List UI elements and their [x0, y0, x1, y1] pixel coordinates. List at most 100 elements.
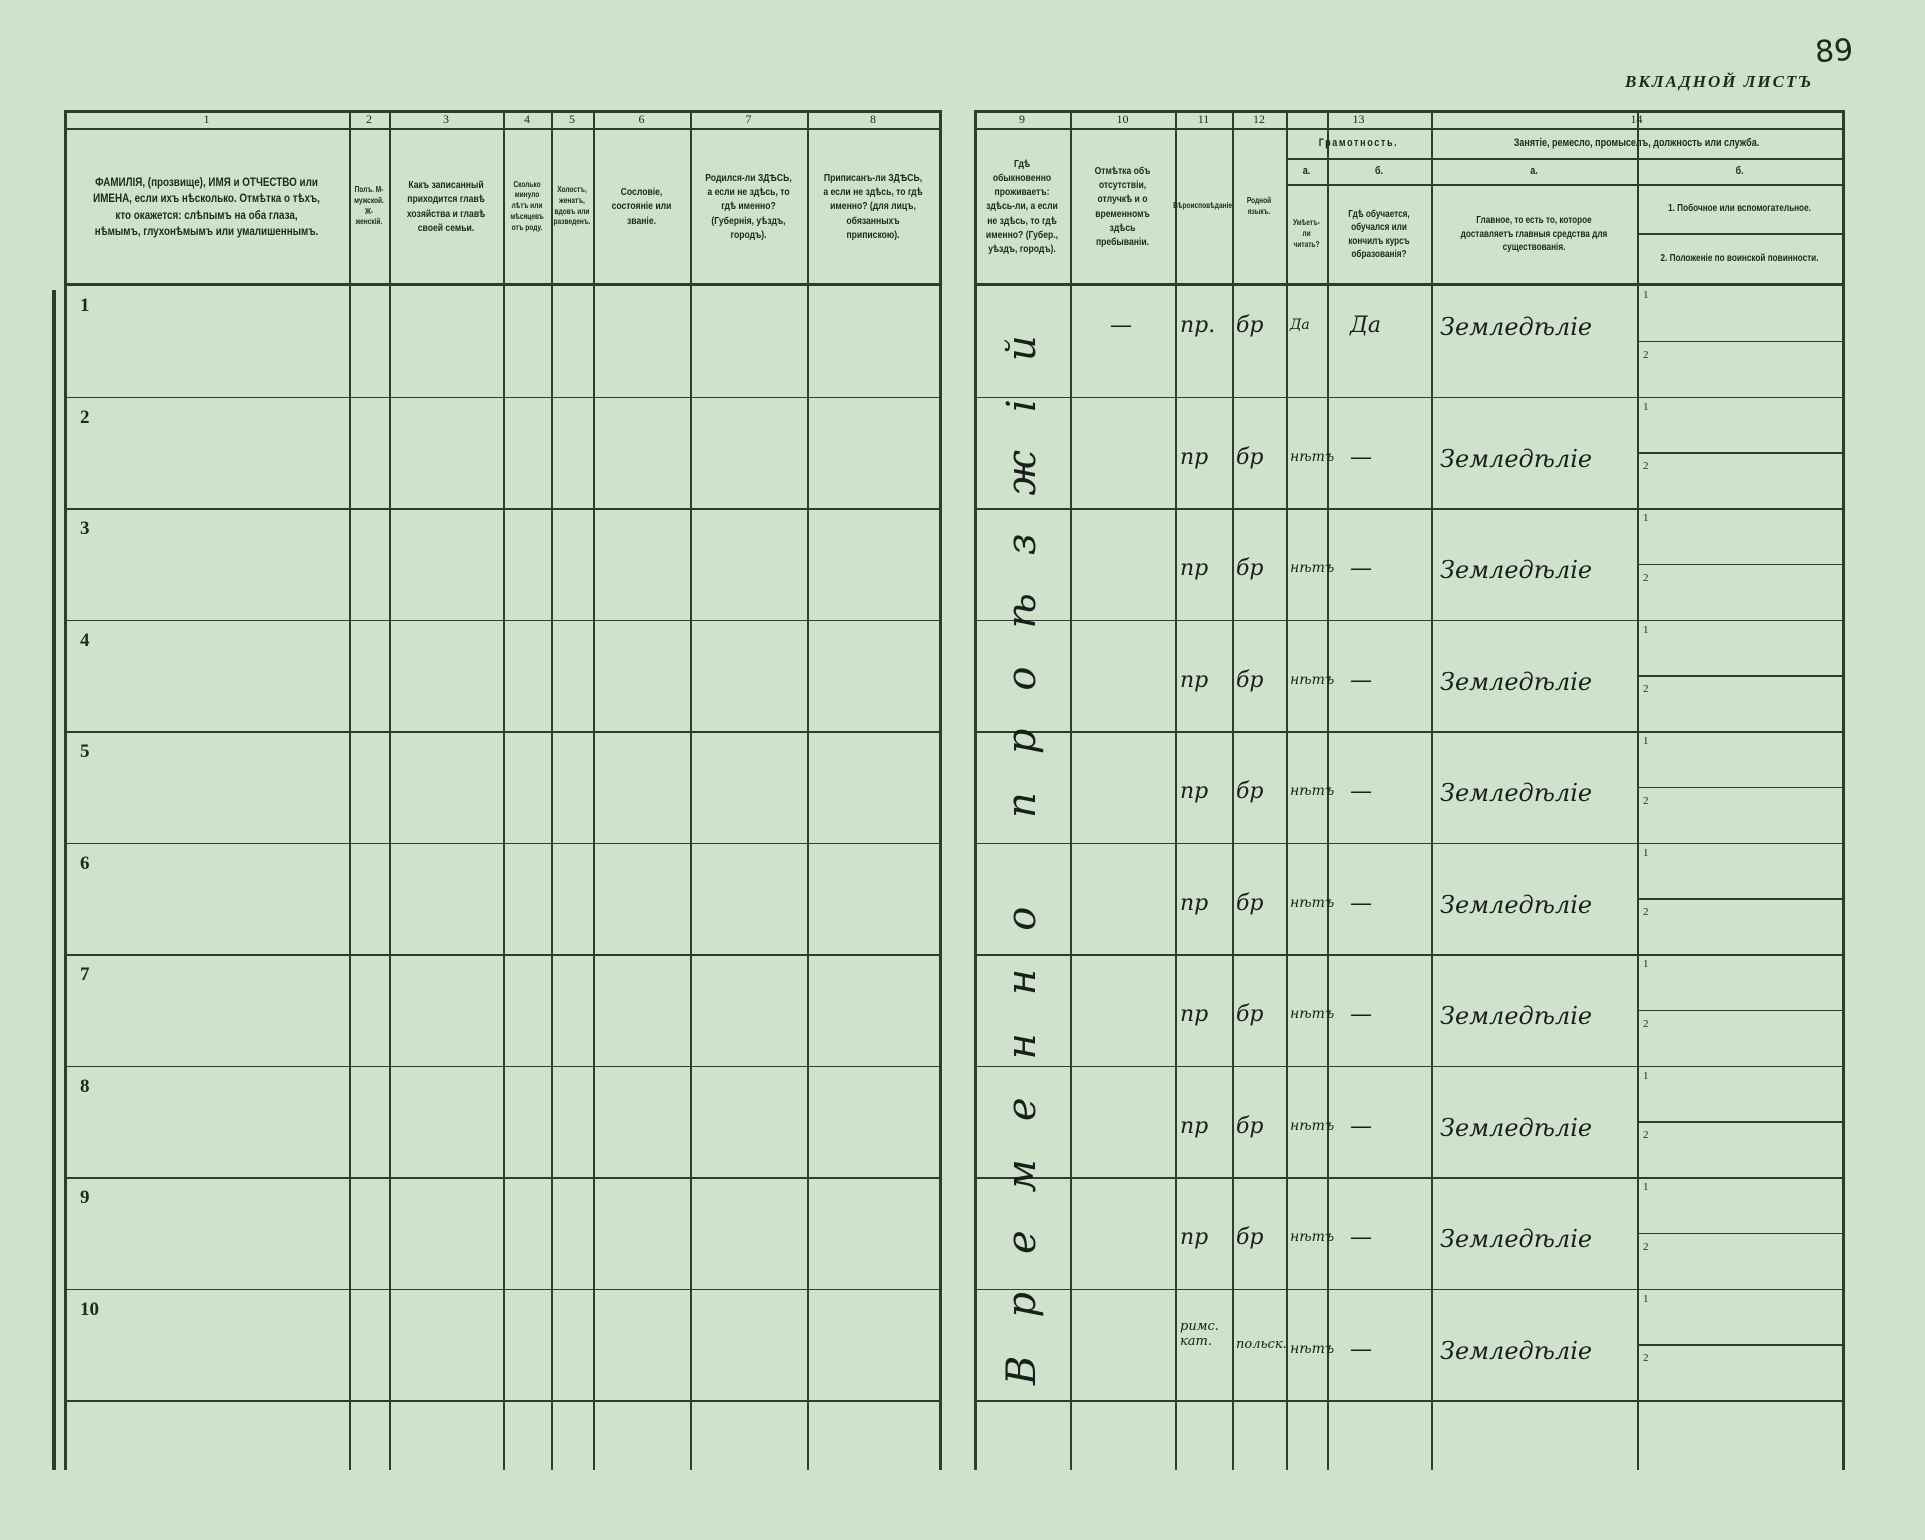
language-value: польск. [1236, 1336, 1287, 1352]
literacy-b-value: Да [1350, 313, 1382, 338]
sub-row-2: 2 [1643, 794, 1649, 807]
language-value: бр [1236, 444, 1264, 470]
literacy-header: Грамотность. [1318, 136, 1399, 149]
row-number: 4 [80, 629, 90, 651]
occupation-value: Земледѣліе [1440, 313, 1593, 341]
rule-line [64, 842, 939, 844]
sub-row-2: 2 [1643, 906, 1649, 919]
column-header: Приписанъ-ли ЗДѢСЬ, а если не здѣсь, то … [823, 172, 923, 241]
literacy-a-value: нѣтъ [1290, 1229, 1335, 1245]
sub-row-1: 1 [1643, 289, 1649, 301]
rule-line [64, 508, 939, 510]
rule-line [1637, 563, 1842, 566]
column-header: Сословіе, состояніе или званіе. [611, 186, 672, 227]
religion-value: пр. [1180, 313, 1216, 338]
language-value: бр [1236, 890, 1264, 916]
rule-line [1286, 158, 1842, 160]
language-value: бр [1236, 556, 1264, 581]
sub-row-1: 1 [1643, 623, 1649, 636]
rule-line [64, 1288, 939, 1290]
rule-line [807, 110, 809, 1470]
row-number: 5 [80, 741, 90, 762]
religion-value: римс. кат. [1180, 1318, 1219, 1349]
literacy-a-value: нѣтъ [1290, 894, 1335, 911]
column-header: Гдѣ обыкновенно проживаетъ: здѣсь-ли, а … [985, 157, 1059, 255]
literacy-a-value: нѣтъ [1290, 783, 1335, 799]
rule-line [1070, 110, 1072, 1470]
literacy-a-value: нѣтъ [1290, 1117, 1335, 1134]
occupation-value: Земледѣліе [1440, 1002, 1593, 1030]
rule-line [64, 128, 939, 130]
rule-line [1637, 110, 1639, 1470]
literacy-b-value: — [1350, 1336, 1372, 1362]
column-header: Сколько минуло лѣтъ или мѣсяцевъ отъ род… [510, 179, 544, 232]
literacy-b-value: — [1350, 1002, 1372, 1027]
religion-value: пр [1180, 444, 1209, 470]
column-header: Родился-ли ЗДѢСЬ, а если не здѣсь, то гд… [705, 172, 792, 241]
religion-value: пр [1180, 556, 1209, 581]
column-number: 4 [524, 112, 530, 126]
rule-line [974, 1400, 1842, 1402]
rule-line [974, 1177, 1842, 1179]
sub-row-2: 2 [1643, 1240, 1649, 1253]
row-number: 3 [80, 518, 90, 539]
literacy-b-label: б. [1374, 164, 1384, 177]
row-number: 10 [80, 1298, 99, 1320]
sub-row-2: 2 [1643, 460, 1649, 473]
column-number: 1 [203, 112, 210, 126]
rule-line [1842, 110, 1845, 1470]
column-number: 12 [1253, 112, 1265, 126]
rule-line [974, 1288, 1842, 1290]
occupation-value: Земледѣліе [1440, 444, 1593, 473]
residence-note: Временно проѣзжій [999, 297, 1045, 1385]
rule-line [1637, 675, 1842, 677]
rule-line [1431, 110, 1433, 1470]
column-header: Отмѣтка объ отсутствіи, отлучкѣ и о врем… [1094, 164, 1151, 248]
literacy-b-value: — [1350, 444, 1372, 470]
rule-line [974, 842, 1842, 844]
literacy-b-value: — [1350, 1225, 1372, 1250]
column-number: 2 [366, 112, 372, 126]
religion-value: пр [1180, 1002, 1209, 1027]
column-number: 5 [569, 112, 575, 126]
rule-line [974, 1065, 1842, 1067]
sub-row-1: 1 [1643, 512, 1649, 524]
sub-row-2: 2 [1643, 571, 1649, 584]
rule-line [64, 110, 939, 113]
religion-value: пр [1180, 890, 1209, 916]
rule-line [974, 283, 1842, 286]
occupation-value: Земледѣліе [1440, 1113, 1593, 1142]
language-value: бр [1236, 1002, 1264, 1027]
rule-line [974, 508, 1842, 510]
language-value: бр [1236, 667, 1264, 693]
sub-row-1: 1 [1643, 1181, 1649, 1193]
religion-value: пр [1180, 1113, 1209, 1139]
rule-line [1327, 158, 1329, 1470]
sub-row-1: 1 [1643, 735, 1649, 747]
column-header: Какъ записанный приходится главѣ хозяйст… [406, 179, 486, 234]
column-number: 9 [1019, 112, 1025, 126]
rule-line [1637, 1232, 1842, 1235]
rule-line [1637, 786, 1842, 789]
sub-row-1: 1 [1643, 846, 1649, 859]
rule-line [64, 1177, 939, 1179]
rule-line [974, 128, 1842, 130]
literacy-a-value: нѣтъ [1290, 560, 1335, 576]
sub-row-2: 2 [1643, 1352, 1649, 1365]
rule-line [1286, 110, 1288, 1470]
column-header: Холостъ, женатъ, вдовъ или разведенъ. [553, 184, 591, 227]
occupation-b2-header: 2. Положеніе по воинской повинности. [1660, 253, 1819, 265]
literacy-a-value: нѣтъ [1290, 1006, 1335, 1022]
language-value: бр [1236, 1113, 1264, 1139]
rule-line [974, 110, 1842, 113]
rule-line [64, 619, 939, 621]
rule-line [1637, 233, 1842, 235]
occupation-value: Земледѣліе [1440, 556, 1593, 584]
religion-value: пр [1180, 1225, 1209, 1250]
literacy-a-label: а. [1302, 164, 1311, 177]
rule-line [1175, 110, 1177, 1470]
column-header: ФАМИЛІЯ, (прозвище), ИМЯ и ОТЧЕСТВО или … [93, 175, 320, 238]
language-value: бр [1236, 313, 1264, 338]
rule-line [974, 619, 1842, 621]
page-number: 89 [1813, 32, 1855, 71]
